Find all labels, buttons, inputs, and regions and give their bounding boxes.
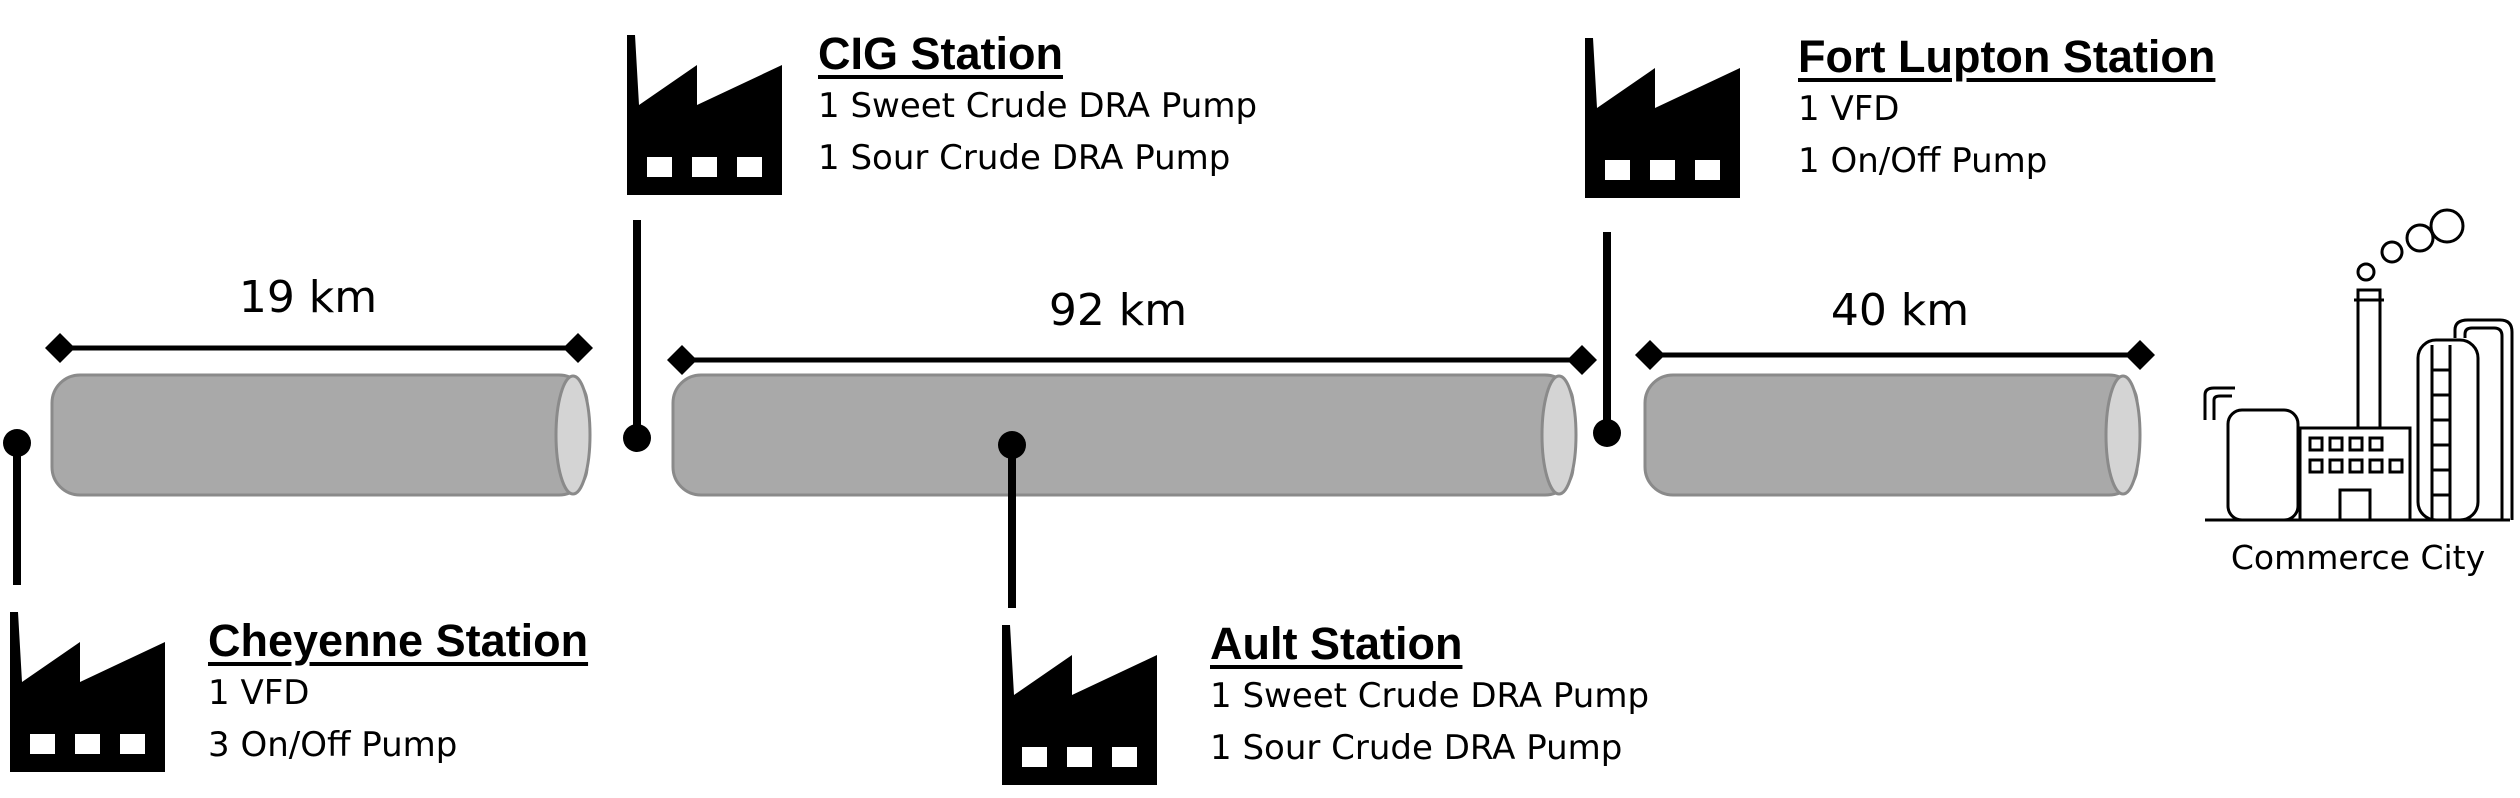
fort-lupton-equipment-2: 1 On/Off Pump xyxy=(1798,141,2048,181)
cig-factory-icon xyxy=(627,35,782,195)
fort-lupton-station-info: Fort Lupton Station 1 VFD 1 On/Off Pump xyxy=(1798,31,2215,187)
cheyenne-equipment-2: 3 On/Off Pump xyxy=(208,725,458,765)
ault-equipment-1: 1 Sweet Crude DRA Pump xyxy=(1210,676,1650,716)
pipe-segment-2 xyxy=(671,373,1578,497)
cheyenne-station-title: Cheyenne Station xyxy=(208,615,589,666)
ault-station-title: Ault Station xyxy=(1210,618,1463,669)
distance-label-2: 92 km xyxy=(1048,285,1188,336)
pipe-segment-1 xyxy=(50,373,592,497)
ault-factory-icon xyxy=(1002,625,1157,785)
destination-label: Commerce City xyxy=(2230,538,2486,577)
cig-station-title: CIG Station xyxy=(818,28,1063,79)
distance-label-3: 40 km xyxy=(1830,285,1970,336)
cig-station-info: CIG Station 1 Sweet Crude DRA Pump 1 Sou… xyxy=(818,28,1257,184)
fort-lupton-equipment-1: 1 VFD xyxy=(1798,89,1900,129)
ault-station-info: Ault Station 1 Sweet Crude DRA Pump 1 So… xyxy=(1210,618,1649,774)
cheyenne-connector xyxy=(3,429,31,585)
ault-equipment-2: 1 Sour Crude DRA Pump xyxy=(1210,728,1623,768)
fort-lupton-station-title: Fort Lupton Station xyxy=(1798,31,2216,82)
refinery-icon xyxy=(2203,208,2514,522)
cig-connector xyxy=(623,220,651,452)
cig-equipment-1: 1 Sweet Crude DRA Pump xyxy=(818,86,1258,126)
pipe-segment-3 xyxy=(1643,373,2142,497)
cheyenne-station-info: Cheyenne Station 1 VFD 3 On/Off Pump xyxy=(208,615,588,771)
fort-lupton-connector xyxy=(1593,232,1621,447)
fort-lupton-factory-icon xyxy=(1585,38,1740,198)
cheyenne-factory-icon xyxy=(10,612,165,772)
distance-label-1: 19 km xyxy=(238,272,378,323)
cig-equipment-2: 1 Sour Crude DRA Pump xyxy=(818,138,1231,178)
ault-connector xyxy=(998,431,1026,608)
cheyenne-equipment-1: 1 VFD xyxy=(208,673,310,713)
